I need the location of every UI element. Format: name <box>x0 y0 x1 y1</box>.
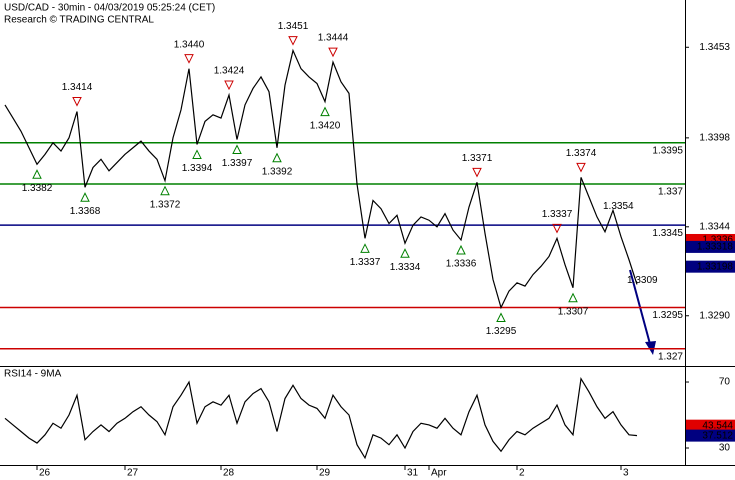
level-label: 1.3295 <box>652 310 683 321</box>
resistance-marker <box>184 54 194 64</box>
annotation-label: 1.3420 <box>310 120 341 131</box>
x-tick-label: Apr <box>431 468 447 479</box>
support-marker <box>568 292 578 303</box>
y-tick-label: 1.3398 <box>699 133 730 144</box>
x-tick-label: 2 <box>519 468 525 479</box>
support-marker <box>400 248 410 258</box>
annotation-label: 1.3371 <box>462 153 493 164</box>
annotation-label: 1.3424 <box>214 66 245 77</box>
price-tag-label: 43.544 <box>702 420 733 431</box>
y-tick-label: 70 <box>719 377 731 388</box>
resistance-marker <box>72 97 82 107</box>
price-line <box>4 376 638 460</box>
support-marker <box>496 312 506 323</box>
annotation-label: 1.3372 <box>150 199 181 210</box>
resistance-marker <box>224 80 234 91</box>
level-label: 1.337 <box>658 187 683 198</box>
annotation-label: 1.3440 <box>174 39 205 50</box>
level-label: 1.327 <box>658 351 683 362</box>
x-tick-label: 26 <box>39 468 51 479</box>
resistance-marker <box>576 162 586 173</box>
annotation-label: 1.3307 <box>558 306 589 317</box>
annotation-label: 1.3337 <box>542 209 573 220</box>
y-tick-label: 1.3290 <box>699 310 730 321</box>
annotation-label: 1.3382 <box>22 183 53 194</box>
price-tag <box>686 419 735 432</box>
annotation-label: 1.3397 <box>222 158 253 169</box>
support-marker <box>80 192 90 202</box>
x-tick-label: 27 <box>127 468 139 479</box>
level-label: 1.3395 <box>652 145 683 156</box>
annotation-label: 1.3336 <box>446 259 477 270</box>
price-tag-label: 1.33198 <box>697 261 734 272</box>
support-marker <box>320 106 330 117</box>
level-label: 1.3345 <box>652 228 683 239</box>
x-tick-label: 28 <box>223 468 235 479</box>
resistance-marker <box>328 47 338 58</box>
annotation-label: 1.3444 <box>318 33 349 44</box>
chart-subtitle: Research © TRADING CENTRAL <box>4 15 154 26</box>
price-tag <box>686 260 735 273</box>
annotation-label: 1.3392 <box>262 166 293 177</box>
price-tag <box>686 240 735 253</box>
support-marker <box>360 243 370 253</box>
price-tag-label: 1.3336 <box>702 235 733 246</box>
y-tick-label: 1.3344 <box>699 221 730 232</box>
rsi-title: RSI14 - 9MA <box>4 369 62 380</box>
annotation-label: 1.3334 <box>390 262 421 273</box>
annotation-label: 1.3295 <box>486 326 517 337</box>
price-tag <box>686 429 735 442</box>
resistance-marker <box>472 167 482 178</box>
chart-title: USD/CAD - 30min - 04/03/2019 05:25:24 (C… <box>4 3 215 14</box>
support-marker <box>232 144 242 155</box>
annotation-label: 1.3451 <box>278 21 309 32</box>
annotation-label: 1.3374 <box>566 148 597 159</box>
x-tick-label: 3 <box>623 468 629 479</box>
annotation-label: 1.3354 <box>603 201 634 212</box>
y-tick-label: 30 <box>719 443 731 454</box>
y-tick-label: 1.3453 <box>699 42 730 53</box>
support-marker <box>456 244 466 255</box>
support-marker <box>160 185 170 196</box>
annotation-label: 1.3414 <box>62 82 93 93</box>
support-marker <box>32 169 42 179</box>
x-tick-label: 29 <box>319 468 331 479</box>
price-tag-label: 37.512 <box>702 430 733 441</box>
annotation-label: 1.3309 <box>627 275 658 286</box>
price-tag-label: 1.33318 <box>697 242 734 253</box>
resistance-marker <box>552 223 562 234</box>
support-marker <box>192 149 202 159</box>
x-tick-label: 31 <box>407 468 419 479</box>
annotation-label: 1.3337 <box>350 257 381 268</box>
resistance-marker <box>288 36 298 46</box>
annotation-label: 1.3368 <box>70 206 101 217</box>
price-line <box>4 48 638 310</box>
support-marker <box>272 152 282 163</box>
annotation-label: 1.3394 <box>182 163 213 174</box>
